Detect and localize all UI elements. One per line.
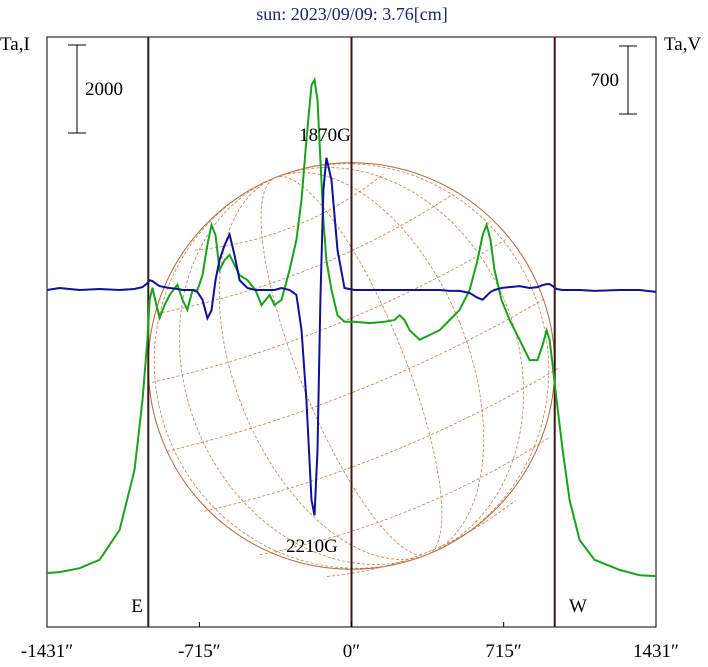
parallel bbox=[166, 298, 544, 452]
y-axis-label: Ta,I bbox=[0, 34, 30, 55]
scale-bar-label: 2000 bbox=[85, 79, 123, 100]
x-tick-label: 715″ bbox=[485, 641, 521, 662]
series-line bbox=[46, 157, 657, 516]
chart-title: sun: 2023/09/09: 3.76[cm] bbox=[256, 4, 448, 24]
y2-axis-label: Ta,V bbox=[664, 34, 701, 55]
annotation: 2210G bbox=[286, 536, 338, 557]
parallel bbox=[259, 437, 549, 556]
x-tick-label: -715″ bbox=[178, 641, 221, 662]
parallel bbox=[195, 173, 384, 251]
annotation: 1870G bbox=[299, 125, 351, 146]
parallel bbox=[204, 367, 559, 512]
parallel bbox=[326, 500, 516, 577]
parallel bbox=[152, 238, 507, 383]
annotation: E bbox=[131, 596, 143, 617]
x-tick-label: 1431″ bbox=[633, 641, 679, 662]
scale-bar-label: 700 bbox=[591, 70, 620, 91]
series-line bbox=[46, 76, 657, 578]
annotation: W bbox=[569, 596, 587, 617]
meridian bbox=[153, 163, 550, 569]
parallel bbox=[161, 195, 451, 313]
x-tick-label: 0″ bbox=[343, 641, 360, 662]
x-tick-label: -1431″ bbox=[21, 641, 73, 662]
